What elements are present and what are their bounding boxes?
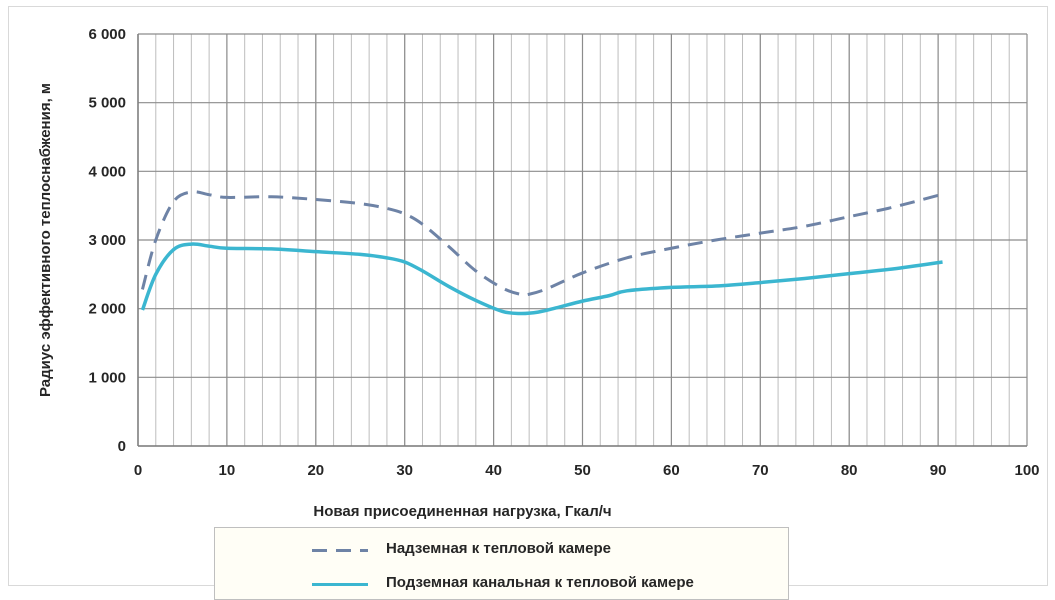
x-tick-label: 10 xyxy=(219,462,236,479)
y-tick-label: 1 000 xyxy=(88,369,126,386)
legend-item-underground-channel: Подземная канальная к тепловой камере xyxy=(215,572,788,596)
series-line-underground-channel xyxy=(140,242,943,316)
line-chart: 0 10 20 30 40 50 60 70 80 90 100 0 1 000 2 000 3 000 4 … xyxy=(37,26,1040,520)
x-tick-label: 70 xyxy=(752,462,769,479)
x-tick-label: 40 xyxy=(485,462,502,479)
legend-item-above-ground: Надземная к тепловой камере xyxy=(215,538,788,562)
series-line-above-ground xyxy=(140,190,939,297)
x-tick-label: 90 xyxy=(930,462,947,479)
x-tick-label: 0 xyxy=(134,462,142,479)
chart-frame: 0 10 20 30 40 50 60 70 80 90 100 0 1 000 2 000 3 000 4 … xyxy=(8,6,1048,600)
x-tick-label: 30 xyxy=(396,462,413,479)
tick-labels: 0 10 20 30 40 50 60 70 80 90 100 0 1 000 2 000 3 000 4 … xyxy=(88,26,1039,479)
legend-swatch-solid xyxy=(312,583,368,586)
x-tick-label: 100 xyxy=(1014,462,1039,479)
y-tick-label: 3 000 xyxy=(88,232,126,249)
x-axis-title: Новая присоединенная нагрузка, Гкал/ч xyxy=(313,503,611,520)
x-tick-label: 80 xyxy=(841,462,858,479)
legend-label: Подземная канальная к тепловой камере xyxy=(386,574,694,591)
y-tick-label: 5 000 xyxy=(88,95,126,112)
y-tick-label: 4 000 xyxy=(88,163,126,180)
legend: Надземная к тепловой камере Подземная ка… xyxy=(214,527,789,600)
series-layer xyxy=(140,190,943,316)
y-tick-label: 0 xyxy=(118,438,126,455)
x-tick-label: 60 xyxy=(663,462,680,479)
legend-label: Надземная к тепловой камере xyxy=(386,540,611,557)
y-tick-label: 6 000 xyxy=(88,26,126,43)
y-axis-title: Радиус эффективного теплоснабжения, м xyxy=(37,83,54,397)
y-tick-label: 2 000 xyxy=(88,301,126,318)
x-tick-label: 50 xyxy=(574,462,591,479)
x-tick-label: 20 xyxy=(307,462,324,479)
grid xyxy=(137,33,1028,447)
legend-swatch-dashed xyxy=(312,549,368,552)
